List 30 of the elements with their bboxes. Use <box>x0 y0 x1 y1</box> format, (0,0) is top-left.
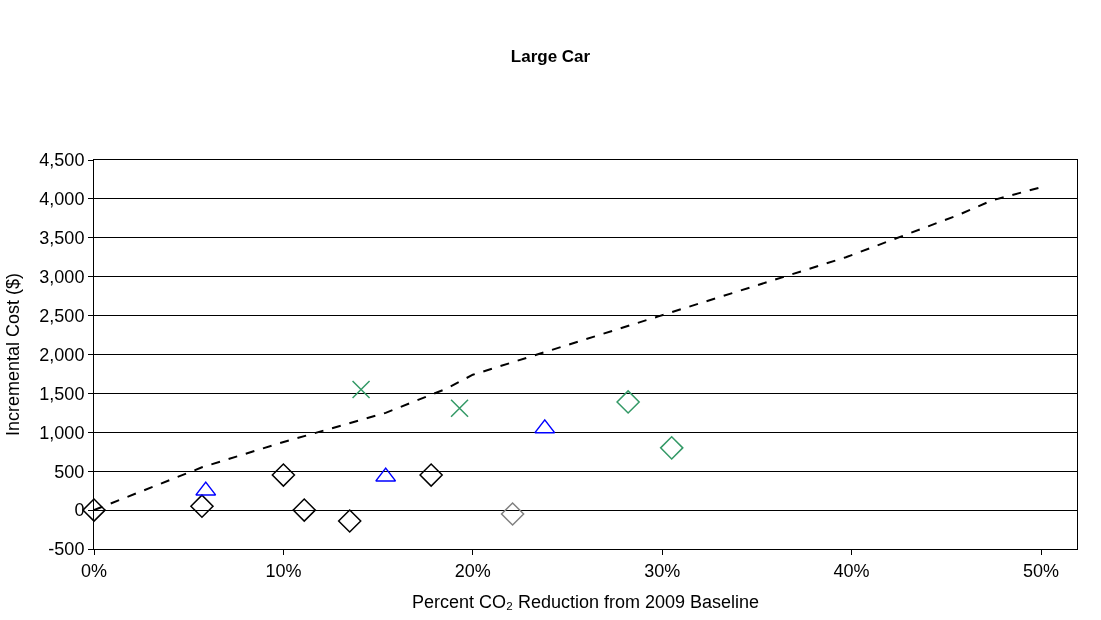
y-tick-label: 500 <box>54 461 85 482</box>
point <box>616 390 640 414</box>
point <box>292 498 317 522</box>
x-tick-label: 10% <box>265 560 302 581</box>
point <box>450 398 469 418</box>
y-tick-label: 1,000 <box>39 422 85 443</box>
y-tick-label: 3,000 <box>39 267 85 287</box>
y-tick-label: 2,500 <box>39 305 85 326</box>
x-tick-label: 0% <box>80 560 108 581</box>
point <box>351 380 371 399</box>
point <box>271 463 296 487</box>
point <box>190 494 214 519</box>
y-tick-label: -500 <box>48 539 85 560</box>
point <box>500 502 525 526</box>
y-tick-label: 1,500 <box>39 383 85 404</box>
x-tick-label: 20% <box>454 560 491 581</box>
y-axis-title: Incremental Cost ($) <box>2 272 23 437</box>
point <box>659 436 684 460</box>
y-tick-label: 4,500 <box>39 150 85 171</box>
x-tick-label: 50% <box>1022 560 1060 581</box>
x-axis-title: Percent CO₂ Reduction from 2009 Baseline <box>411 591 760 612</box>
point <box>82 498 106 522</box>
point <box>419 463 443 487</box>
y-tick-label: 2,000 <box>39 344 85 365</box>
chart-title: Large Car <box>510 46 591 66</box>
x-tick-label: 30% <box>644 560 681 581</box>
y-tick-label: 4,000 <box>39 189 85 210</box>
y-tick-label: 3,500 <box>39 228 85 249</box>
x-tick-label: 40% <box>833 560 870 581</box>
point <box>337 509 362 533</box>
